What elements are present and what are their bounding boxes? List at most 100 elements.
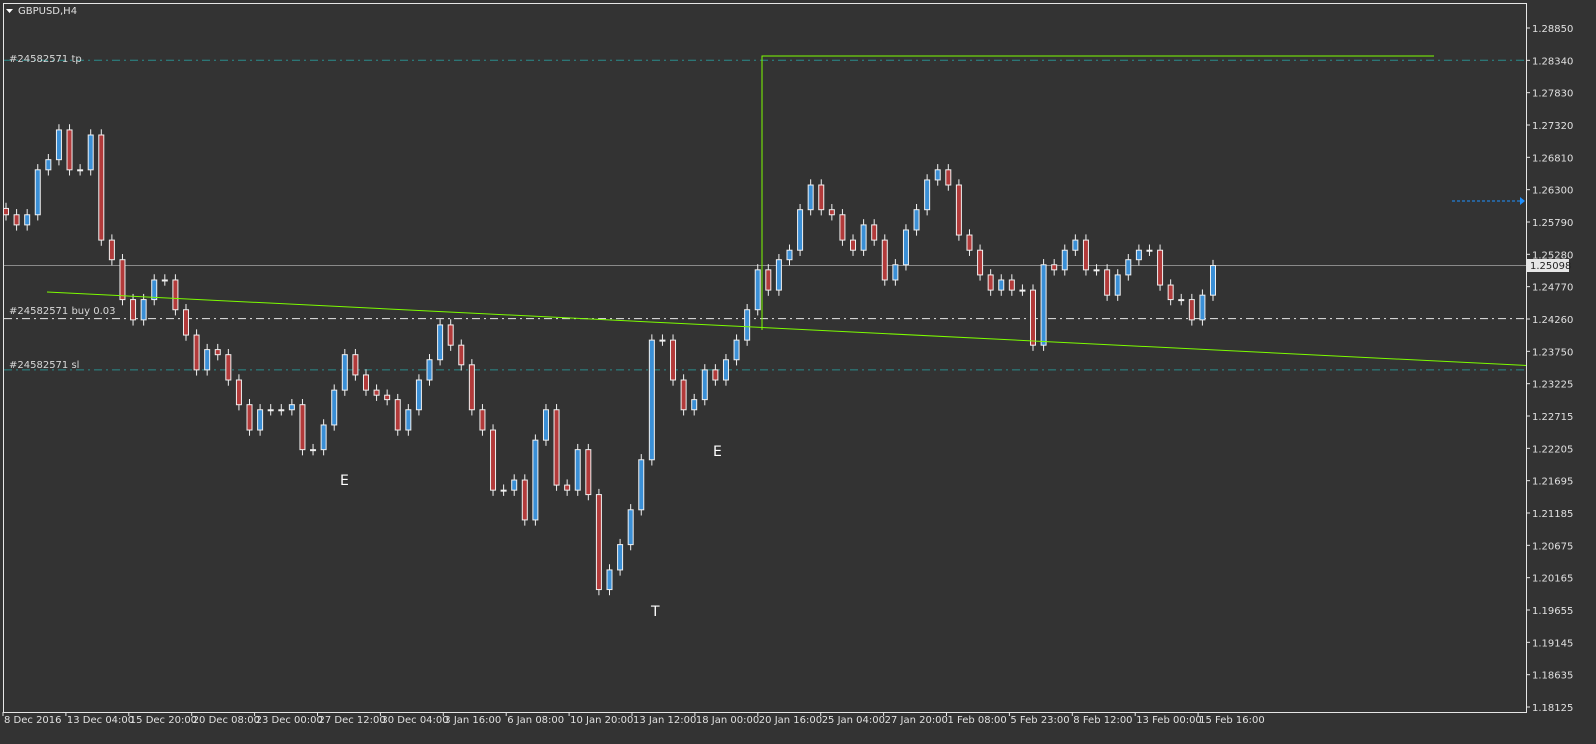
y-tick-label: 1.27320 — [1532, 121, 1573, 132]
trendline[interactable] — [46, 291, 1527, 366]
y-tick-label: 1.28850 — [1532, 24, 1573, 35]
x-tick-label: 10 Jan 20:00 — [570, 715, 633, 726]
candle-bear — [564, 484, 571, 491]
candle-bear — [130, 299, 137, 321]
chart-frame — [3, 3, 1527, 713]
candle-bear — [955, 184, 962, 236]
candle-bear — [1082, 239, 1089, 271]
candle-bear — [1030, 289, 1037, 346]
candle-bull — [45, 159, 52, 171]
price-axis[interactable]: 1.28850 1.28340 1.27830 1.27320 1.26810 1.263… — [1526, 24, 1573, 714]
candle-bull — [542, 409, 549, 441]
candle-bull — [500, 489, 507, 492]
annotation-t: T — [650, 604, 660, 620]
candle-bear — [881, 239, 888, 281]
candle-bull — [532, 439, 539, 521]
annotation-e-1: E — [340, 473, 349, 489]
y-tick-label: 1.28340 — [1532, 56, 1573, 67]
y-tick-label: 1.24260 — [1532, 315, 1573, 326]
candle-bear — [225, 354, 232, 381]
order-tp-label: #24582571 tp — [9, 54, 82, 65]
candle-bull — [574, 449, 581, 491]
candle-bull — [1019, 289, 1026, 292]
candle-bull — [786, 249, 793, 261]
candle-bull — [1072, 239, 1079, 251]
y-tick-label: 1.20675 — [1532, 541, 1573, 552]
x-tick-label: 13 Feb 00:00 — [1136, 715, 1202, 726]
candle-bear — [765, 269, 772, 291]
candle-bear — [945, 169, 952, 186]
candle-bull — [1135, 249, 1142, 261]
candle-bear — [193, 334, 200, 371]
candle-bull — [288, 404, 295, 411]
y-tick-label: 1.21695 — [1532, 477, 1573, 488]
triangle-down-icon[interactable] — [6, 9, 13, 13]
candle-bear — [235, 379, 242, 406]
candle-bear — [1167, 284, 1174, 301]
candle-bull — [722, 359, 729, 381]
candle-bull — [24, 214, 31, 226]
y-tick-label: 1.22715 — [1532, 412, 1573, 423]
candle-bear — [384, 394, 391, 401]
x-tick-label: 13 Jan 12:00 — [633, 715, 696, 726]
x-tick-label: 6 Jan 08:00 — [507, 715, 564, 726]
x-tick-label: 13 Dec 04:00 — [67, 715, 134, 726]
candle-bear — [1008, 279, 1015, 291]
y-tick-label: 1.20165 — [1532, 574, 1573, 585]
candle-bull — [659, 339, 666, 342]
candle-bear — [585, 449, 592, 496]
candle-bear — [595, 494, 602, 591]
current-price-label: 1.25098 — [1530, 261, 1571, 272]
candle-bull — [415, 379, 422, 411]
candle-bull — [437, 324, 444, 361]
candle-bear — [490, 429, 497, 491]
x-tick-label: 8 Feb 12:00 — [1073, 715, 1132, 726]
y-tick-label: 1.19655 — [1532, 606, 1573, 617]
candle-bear — [108, 239, 115, 261]
x-tick-label: 8 Dec 2016 — [4, 715, 62, 726]
candle-bear — [172, 279, 179, 311]
x-tick-label: 15 Dec 20:00 — [130, 715, 197, 726]
candle-bull — [775, 259, 782, 291]
candle-bull — [204, 349, 211, 371]
candle-bear — [521, 479, 528, 521]
candle-bull — [1199, 294, 1206, 321]
candle-bear — [553, 409, 560, 486]
candle-bull — [998, 279, 1005, 291]
candle-bull — [1093, 269, 1100, 272]
candle-bull — [34, 169, 41, 216]
x-tick-label: 27 Dec 12:00 — [319, 715, 386, 726]
candle-bull — [1146, 249, 1153, 252]
candle-bull — [902, 229, 909, 266]
x-tick-label: 15 Feb 16:00 — [1199, 715, 1265, 726]
candle-bear — [670, 339, 677, 381]
y-tick-label: 1.26300 — [1532, 186, 1573, 197]
x-tick-label: 3 Jan 16:00 — [444, 715, 501, 726]
candle-bear — [1188, 299, 1195, 321]
candle-bear — [839, 214, 846, 241]
candle-bear — [3, 207, 9, 216]
candle-bear — [373, 389, 380, 396]
candle-bull — [1210, 265, 1216, 296]
candle-bull — [1178, 299, 1185, 302]
candle-bull — [320, 424, 327, 451]
candle-bear — [66, 129, 73, 171]
candle-bear — [299, 404, 306, 451]
candle-bull — [733, 339, 740, 361]
y-tick-label: 1.23225 — [1532, 380, 1573, 391]
order-entry-label: #24582571 buy 0.03 — [9, 306, 116, 317]
candle-bear — [818, 184, 825, 211]
candle-bull — [341, 354, 348, 391]
current-price-box — [1527, 259, 1569, 272]
candle-bull — [913, 209, 920, 231]
candles — [3, 124, 1216, 596]
x-tick-label: 30 Dec 04:00 — [381, 715, 448, 726]
candle-bear — [977, 249, 984, 276]
y-tick-label: 1.22205 — [1532, 444, 1573, 455]
green-step-line[interactable] — [761, 55, 1434, 330]
candle-bear — [182, 309, 189, 336]
candle-bear — [1051, 264, 1058, 271]
candle-bull — [701, 369, 708, 401]
